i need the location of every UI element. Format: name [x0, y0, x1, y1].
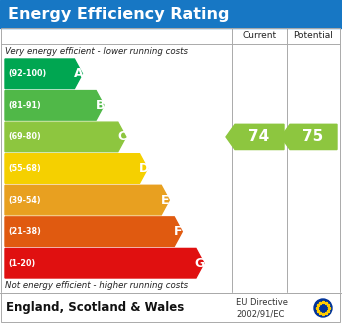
Polygon shape: [5, 217, 182, 246]
Text: C: C: [117, 130, 127, 143]
Text: 75: 75: [302, 130, 323, 144]
Text: Not energy efficient - higher running costs: Not energy efficient - higher running co…: [5, 282, 188, 290]
Text: 74: 74: [248, 130, 269, 144]
Text: Potential: Potential: [293, 32, 333, 40]
Circle shape: [314, 299, 332, 317]
Bar: [0, 293, 342, 323]
Text: (69-80): (69-80): [8, 132, 41, 141]
Text: B: B: [95, 99, 105, 112]
Text: D: D: [139, 162, 149, 175]
Text: (55-68): (55-68): [8, 164, 41, 173]
Polygon shape: [226, 124, 284, 150]
Text: F: F: [174, 225, 183, 238]
Text: Very energy efficient - lower running costs: Very energy efficient - lower running co…: [5, 47, 188, 56]
Polygon shape: [281, 124, 337, 150]
Text: (21-38): (21-38): [8, 227, 41, 236]
Bar: [0, 0, 342, 28]
Polygon shape: [5, 59, 82, 89]
Polygon shape: [5, 90, 104, 120]
Polygon shape: [5, 122, 126, 152]
Polygon shape: [5, 248, 204, 278]
Text: (1-20): (1-20): [8, 259, 35, 268]
Text: (81-91): (81-91): [8, 101, 41, 110]
Bar: [1, 28, 340, 293]
Text: (92-100): (92-100): [8, 69, 46, 78]
Polygon shape: [5, 154, 147, 183]
Text: G: G: [195, 257, 205, 270]
Text: (39-54): (39-54): [8, 195, 41, 204]
Bar: [1, 293, 340, 322]
Text: Current: Current: [242, 32, 277, 40]
Polygon shape: [5, 185, 169, 215]
Text: E: E: [161, 193, 170, 207]
Text: England, Scotland & Wales: England, Scotland & Wales: [6, 301, 184, 315]
Text: EU Directive
2002/91/EC: EU Directive 2002/91/EC: [236, 297, 288, 318]
Text: A: A: [74, 67, 83, 80]
Text: Energy Efficiency Rating: Energy Efficiency Rating: [8, 6, 229, 22]
